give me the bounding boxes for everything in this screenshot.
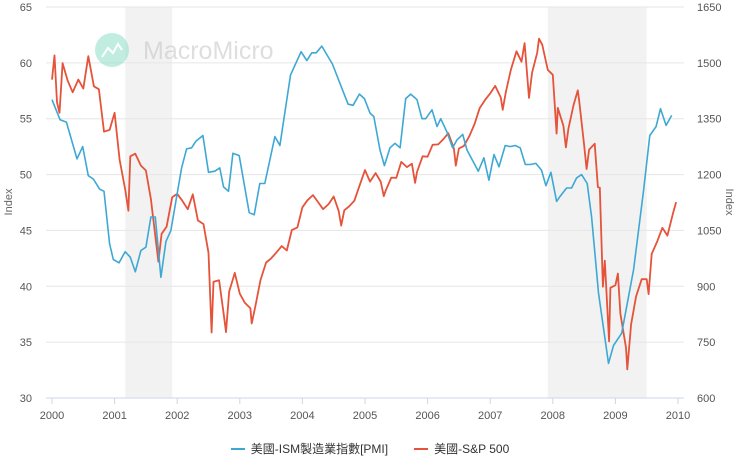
left-tick-label: 35 [20, 337, 32, 349]
x-axis-ticks: 2000 2001 2002 2003 2004 2005 2006 2007 2008 2009… [40, 398, 690, 422]
right-tick-label: 1200 [697, 170, 721, 182]
recession-band [547, 7, 647, 398]
left-tick-label: 45 [20, 225, 32, 237]
legend-label-pmi: 美國-ISM製造業指數[PMI] [250, 442, 389, 456]
legend-swatch-sp500 [414, 447, 429, 450]
left-tick-label: 65 [20, 2, 32, 14]
x-tick-label: 2006 [415, 410, 439, 422]
x-tick-label: 2010 [666, 410, 690, 422]
legend-label-sp500: 美國-S&P 500 [434, 442, 510, 456]
right-tick-label: 750 [697, 337, 715, 349]
x-tick-label: 2001 [102, 410, 126, 422]
x-tick-label: 2003 [228, 410, 252, 422]
right-tick-label: 1500 [697, 58, 721, 70]
x-tick-label: 2000 [40, 410, 64, 422]
right-axis-ticks: 600 750 900 1050 1200 1350 1500 1650 [697, 2, 721, 405]
watermark-logo: MacroMicro [95, 33, 274, 67]
right-tick-label: 900 [697, 281, 715, 293]
left-axis-title: Index [3, 188, 15, 215]
legend-item-pmi[interactable]: 美國-ISM製造業指數[PMI] [230, 440, 389, 457]
x-tick-label: 2009 [603, 410, 627, 422]
macromicro-logo-icon [95, 33, 129, 67]
x-tick-label: 2002 [165, 410, 189, 422]
legend: 美國-ISM製造業指數[PMI] 美國-S&P 500 [0, 440, 740, 457]
right-tick-label: 1050 [697, 225, 721, 237]
legend-swatch-pmi [230, 447, 245, 450]
watermark-text: MacroMicro [143, 37, 274, 65]
gridlines [46, 6, 684, 343]
x-tick-label: 2008 [541, 410, 565, 422]
sp500-series-line [51, 37, 677, 371]
x-tick-label: 2004 [290, 410, 314, 422]
right-tick-label: 600 [697, 393, 715, 405]
series-lines [51, 37, 677, 371]
left-tick-label: 55 [20, 114, 32, 126]
right-tick-label: 1350 [697, 114, 721, 126]
left-tick-label: 30 [20, 393, 32, 405]
right-tick-label: 1650 [697, 2, 721, 14]
left-tick-label: 60 [20, 58, 32, 70]
pmi-series-line [51, 45, 673, 365]
x-tick-label: 2005 [353, 410, 377, 422]
left-axis-ticks: 30 35 40 45 50 55 60 65 [20, 2, 32, 405]
left-tick-label: 50 [20, 170, 32, 182]
left-tick-label: 40 [20, 281, 32, 293]
x-tick-label: 2007 [478, 410, 502, 422]
legend-item-sp500[interactable]: 美國-S&P 500 [414, 440, 509, 457]
recession-shading [125, 7, 647, 398]
recession-band [125, 7, 173, 398]
right-axis-title: Index [723, 189, 735, 216]
